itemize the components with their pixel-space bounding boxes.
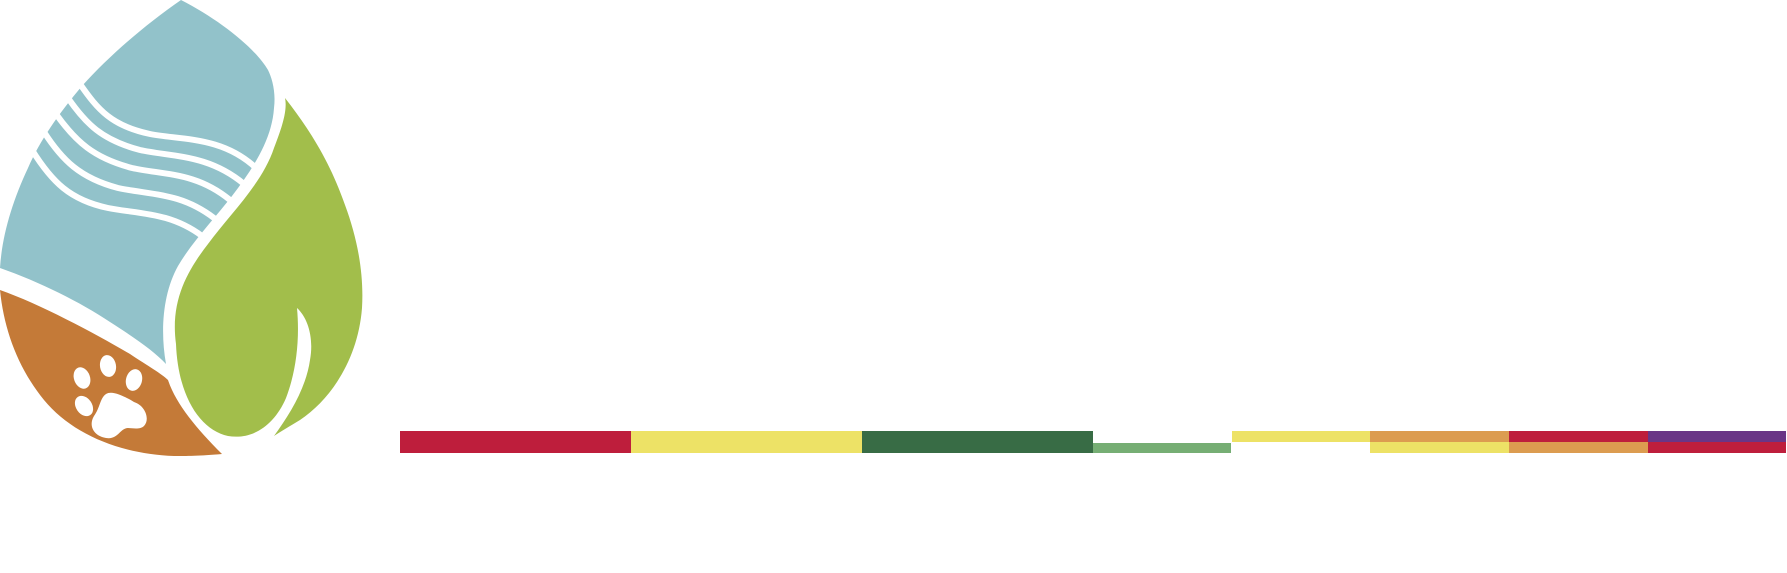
stripe-light-green bbox=[1093, 443, 1231, 453]
stripe-orange-bottom bbox=[1509, 442, 1648, 453]
water-drop-shape bbox=[0, 0, 275, 364]
stripe-purple-top bbox=[1648, 431, 1786, 442]
stripe-yellow-top bbox=[1232, 431, 1370, 442]
leaf-shape bbox=[174, 98, 363, 437]
stripe-yellow bbox=[631, 431, 862, 453]
stripe-yellow-bottom bbox=[1370, 442, 1509, 453]
stripe-orange-top bbox=[1370, 431, 1509, 442]
water-leaf-paw-logo-icon bbox=[0, 0, 363, 456]
wave-lines bbox=[29, 81, 259, 239]
stripe-dark-green bbox=[862, 431, 1093, 453]
stripe-red-top bbox=[1509, 431, 1648, 442]
stripe-red bbox=[400, 431, 631, 453]
stripe-red-bottom bbox=[1648, 442, 1786, 453]
paw-print-icon bbox=[73, 355, 147, 439]
